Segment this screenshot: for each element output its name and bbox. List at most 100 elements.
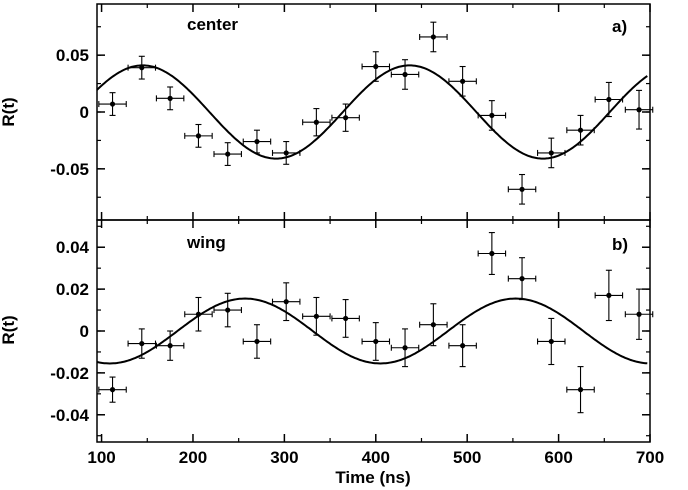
data-marker [489, 250, 495, 257]
panel-b-frame [96, 219, 651, 443]
data-point [184, 296, 213, 332]
data-marker [402, 345, 408, 351]
data-point [155, 330, 185, 361]
x-tick-label: 400 [362, 448, 390, 467]
y-tick-label: -0.05 [50, 160, 89, 179]
data-point [566, 366, 595, 414]
x-axis-label: Time (ns) [335, 468, 410, 487]
fit-curve [96, 297, 648, 365]
data-marker [139, 65, 145, 71]
data-point [624, 89, 654, 130]
data-marker [283, 150, 289, 156]
data-marker [460, 78, 466, 84]
data-point [624, 288, 654, 340]
y-tick-label: 0 [80, 103, 89, 122]
data-point [361, 322, 391, 361]
data-point [537, 137, 566, 169]
data-point [390, 328, 420, 368]
data-marker [548, 150, 554, 156]
data-marker [225, 307, 231, 313]
data-point [419, 303, 448, 347]
data-marker [195, 311, 202, 317]
data-point [242, 324, 272, 359]
data-point [448, 65, 477, 97]
panel-a-ylabel: R(t) [0, 97, 18, 126]
data-point [242, 129, 272, 154]
data-marker [519, 186, 525, 192]
data-marker [402, 71, 408, 78]
panel-a-annotation: center [187, 15, 238, 34]
data-point [127, 328, 157, 359]
fit-curve [96, 64, 648, 160]
y-tick-label: 0.02 [56, 280, 89, 299]
data-marker [577, 387, 584, 393]
panel-b-ticks: 100 200 300 400 500 600 700 0.04 0.02 0 -0.02 -0.04 [50, 220, 664, 467]
panel-b-points [98, 232, 654, 414]
data-marker [606, 96, 612, 103]
x-tick-label: 600 [544, 448, 572, 467]
data-marker [636, 311, 642, 317]
data-point [155, 86, 185, 111]
panel-b-annotation: wing [186, 233, 226, 252]
data-point [507, 173, 537, 205]
data-marker [313, 313, 319, 319]
data-point [127, 55, 157, 80]
data-marker [254, 338, 260, 345]
data-point [594, 81, 624, 118]
data-point [361, 51, 391, 82]
data-point [537, 317, 566, 366]
data-marker [606, 292, 612, 298]
data-marker [460, 343, 466, 349]
data-point [271, 141, 301, 165]
data-point [507, 257, 537, 301]
data-marker [343, 115, 349, 121]
y-tick-label: 0.05 [56, 46, 89, 65]
data-point [594, 269, 624, 322]
data-marker [167, 95, 173, 101]
data-marker [109, 101, 116, 107]
data-marker [167, 343, 173, 349]
data-marker [254, 138, 260, 145]
x-tick-label: 300 [270, 448, 298, 467]
data-point [184, 123, 213, 148]
y-tick-label: 0.04 [56, 238, 90, 257]
data-marker [225, 151, 231, 157]
panel-a-points [98, 21, 654, 205]
data-marker [109, 387, 116, 393]
y-tick-label: -0.02 [50, 364, 89, 383]
data-marker [489, 112, 495, 119]
data-point [566, 114, 595, 146]
panel-a-fit [96, 64, 648, 160]
panel-a-ticks: 0.05 0 -0.05 [50, 4, 651, 220]
data-point [390, 59, 420, 90]
data-marker [139, 340, 145, 347]
data-point [477, 232, 507, 276]
data-point [213, 142, 242, 166]
x-tick-label: 200 [179, 448, 207, 467]
data-point [448, 324, 477, 368]
panel-a: 0.05 0 -0.05 center a) R(t) [0, 3, 654, 221]
data-marker [313, 119, 319, 125]
x-tick-label: 500 [453, 448, 481, 467]
data-point [302, 296, 331, 336]
data-marker [373, 338, 379, 345]
panel-a-tag: a) [612, 17, 627, 36]
data-point [302, 108, 331, 137]
data-point [331, 103, 360, 132]
data-point [331, 299, 360, 338]
data-marker [195, 133, 202, 139]
panel-b-ylabel: R(t) [0, 315, 18, 344]
data-marker [283, 299, 289, 305]
data-marker [343, 315, 349, 322]
panel-b: 100 200 300 400 500 600 700 0.04 0.02 0 -0.02 -0.04… [0, 219, 664, 487]
data-point [213, 292, 242, 328]
data-marker [577, 127, 584, 133]
panel-b-tag: b) [612, 235, 628, 254]
data-marker [519, 276, 525, 282]
y-tick-label: 0 [80, 322, 89, 341]
data-marker [636, 107, 642, 113]
panel-a-frame [96, 3, 651, 221]
data-point [98, 376, 127, 403]
panel-b-fit [96, 297, 648, 365]
